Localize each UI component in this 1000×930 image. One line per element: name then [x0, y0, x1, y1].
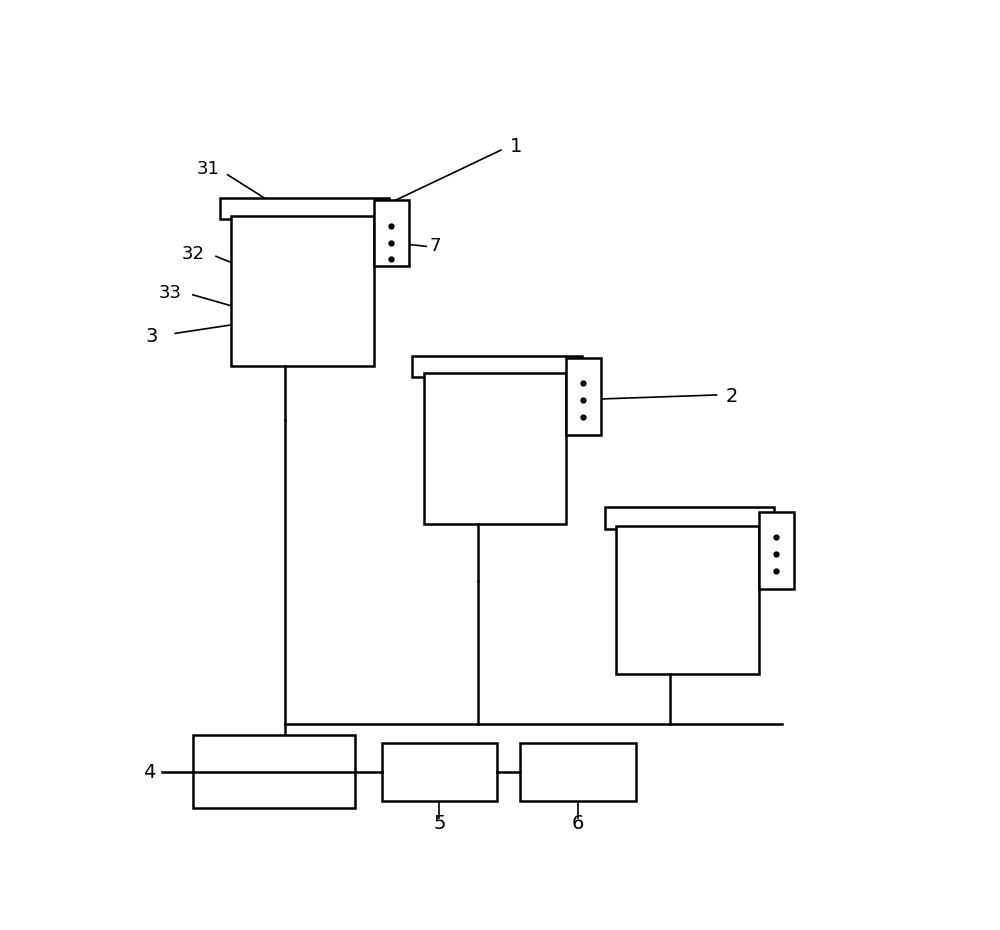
Text: 2: 2 [726, 387, 738, 406]
Bar [759, 512, 794, 589]
Text: 6: 6 [572, 815, 584, 833]
Bar [566, 358, 601, 435]
Bar [220, 198, 389, 219]
Bar [520, 743, 636, 801]
Text: 31: 31 [197, 160, 220, 179]
Bar [231, 216, 374, 365]
Bar [193, 736, 355, 808]
Text: 7: 7 [430, 237, 441, 256]
Text: 33: 33 [158, 284, 181, 301]
Bar [382, 743, 497, 801]
Text: 3: 3 [146, 327, 158, 346]
Bar [605, 508, 774, 529]
Text: 1: 1 [510, 137, 523, 155]
Text: 4: 4 [143, 763, 155, 782]
Bar [374, 200, 409, 266]
Text: 5: 5 [433, 815, 446, 833]
Bar [424, 374, 566, 524]
Bar [616, 525, 759, 673]
Bar [412, 355, 582, 378]
Text: 32: 32 [181, 245, 204, 263]
